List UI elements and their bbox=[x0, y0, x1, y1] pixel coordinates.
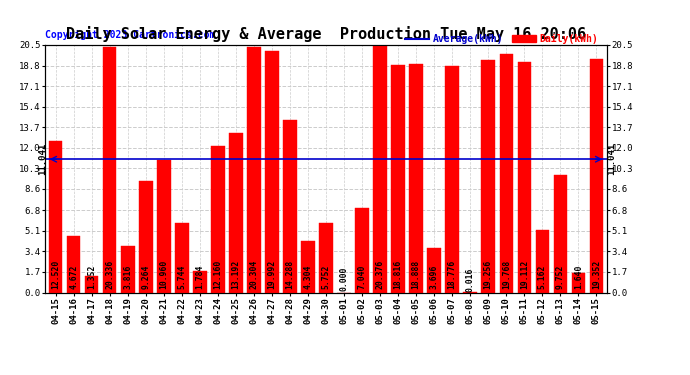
Title: Daily Solar Energy & Average  Production Tue May 16 20:06: Daily Solar Energy & Average Production … bbox=[66, 27, 586, 42]
Text: 19.992: 19.992 bbox=[268, 260, 277, 290]
Bar bbox=[355, 207, 369, 292]
Text: 18.776: 18.776 bbox=[448, 260, 457, 290]
Bar bbox=[500, 54, 513, 292]
Bar bbox=[175, 223, 188, 292]
Bar bbox=[49, 141, 62, 292]
Bar bbox=[553, 175, 567, 292]
Bar bbox=[229, 133, 243, 292]
Text: 3.696: 3.696 bbox=[430, 265, 439, 290]
Text: 1.640: 1.640 bbox=[574, 265, 583, 290]
Text: 12.520: 12.520 bbox=[51, 260, 60, 290]
Bar bbox=[283, 120, 297, 292]
Text: 1.784: 1.784 bbox=[195, 265, 204, 290]
Bar bbox=[427, 248, 441, 292]
Text: 12.160: 12.160 bbox=[213, 260, 222, 290]
Bar bbox=[373, 46, 387, 292]
Text: 14.288: 14.288 bbox=[286, 260, 295, 290]
Bar bbox=[590, 59, 603, 292]
Text: 4.304: 4.304 bbox=[304, 265, 313, 290]
Bar bbox=[319, 223, 333, 292]
Text: 13.192: 13.192 bbox=[231, 260, 240, 290]
Text: 5.744: 5.744 bbox=[177, 265, 186, 290]
Text: 9.752: 9.752 bbox=[556, 265, 565, 290]
Text: 1.352: 1.352 bbox=[87, 265, 96, 290]
Text: 3.816: 3.816 bbox=[124, 265, 132, 290]
Text: 0.000: 0.000 bbox=[339, 267, 348, 291]
Bar bbox=[446, 66, 459, 292]
Text: 11.041: 11.041 bbox=[607, 143, 616, 176]
Bar bbox=[193, 271, 206, 292]
Text: 19.768: 19.768 bbox=[502, 260, 511, 290]
Text: 5.752: 5.752 bbox=[322, 265, 331, 290]
Bar bbox=[103, 47, 117, 292]
Bar bbox=[265, 51, 279, 292]
Bar bbox=[67, 236, 81, 292]
Bar bbox=[247, 47, 261, 292]
Bar bbox=[391, 65, 405, 292]
Text: 19.112: 19.112 bbox=[520, 260, 529, 290]
Legend: Average(kWh), Daily(kWh): Average(kWh), Daily(kWh) bbox=[401, 30, 602, 48]
Text: 11.041: 11.041 bbox=[38, 143, 47, 176]
Bar bbox=[535, 230, 549, 292]
Text: 18.816: 18.816 bbox=[393, 260, 403, 290]
Bar bbox=[211, 146, 225, 292]
Text: 20.336: 20.336 bbox=[106, 260, 115, 290]
Bar bbox=[139, 181, 152, 292]
Text: 10.960: 10.960 bbox=[159, 260, 168, 290]
Text: 9.264: 9.264 bbox=[141, 265, 150, 290]
Text: 18.888: 18.888 bbox=[412, 260, 421, 290]
Bar bbox=[482, 60, 495, 292]
Bar bbox=[571, 273, 585, 292]
Text: 0.016: 0.016 bbox=[466, 267, 475, 292]
Text: Copyright 2023 Cartronics.com: Copyright 2023 Cartronics.com bbox=[45, 30, 215, 40]
Text: 19.352: 19.352 bbox=[592, 260, 601, 290]
Bar bbox=[157, 160, 170, 292]
Bar bbox=[302, 240, 315, 292]
Bar bbox=[518, 62, 531, 292]
Text: 20.376: 20.376 bbox=[375, 260, 384, 290]
Text: 5.162: 5.162 bbox=[538, 265, 546, 290]
Text: 4.672: 4.672 bbox=[69, 265, 78, 290]
Text: 19.256: 19.256 bbox=[484, 260, 493, 290]
Text: 7.040: 7.040 bbox=[357, 265, 366, 290]
Text: 20.304: 20.304 bbox=[249, 260, 259, 290]
Bar bbox=[85, 276, 99, 292]
Bar bbox=[121, 246, 135, 292]
Bar bbox=[409, 64, 423, 292]
